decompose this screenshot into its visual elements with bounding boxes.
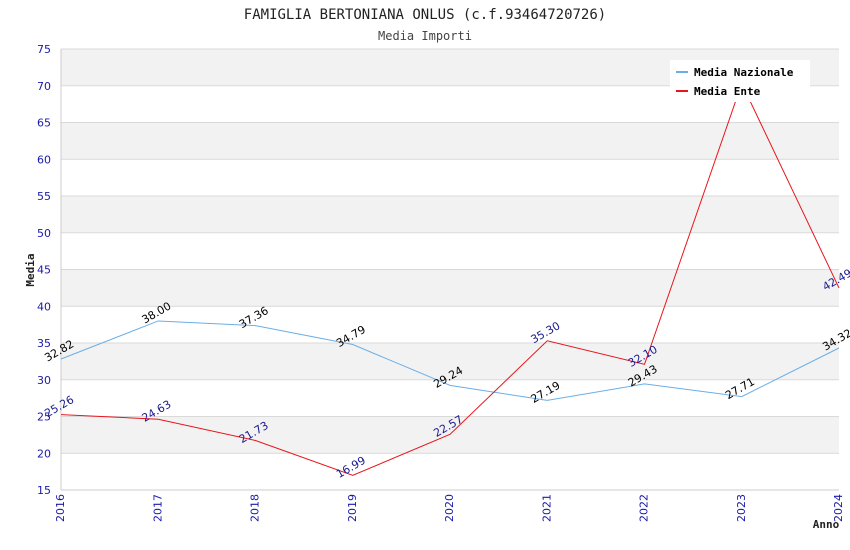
x-axis-label: Anno xyxy=(813,518,840,531)
plot-band xyxy=(61,343,839,380)
legend-box xyxy=(670,60,810,102)
plot-band xyxy=(61,122,839,160)
y-tick-label: 25 xyxy=(37,411,51,424)
plot-band xyxy=(61,159,839,196)
plot-band xyxy=(61,232,839,270)
legend: Media Nazionale Media Ente xyxy=(670,60,810,102)
plot-band xyxy=(61,269,839,307)
x-tick-label: 2018 xyxy=(249,494,262,522)
plot-band xyxy=(61,196,839,233)
series-line-media-ente xyxy=(60,82,840,476)
x-tick-label: 2016 xyxy=(54,494,67,522)
y-tick-label: 45 xyxy=(37,264,51,277)
series-line-media-nazionale xyxy=(60,320,840,401)
x-tick-label: 2019 xyxy=(346,494,359,522)
y-tick-label: 30 xyxy=(37,374,51,387)
chart-subtitle: Media Importi xyxy=(378,29,472,43)
y-tick-label: 75 xyxy=(37,43,51,56)
plot-axes xyxy=(60,49,839,491)
plot-background-bands xyxy=(61,49,839,490)
y-tick-label: 35 xyxy=(37,337,51,350)
y-tick-label: 15 xyxy=(37,484,51,497)
y-tick-label: 50 xyxy=(37,227,51,240)
y-tick-label: 70 xyxy=(37,80,51,93)
legend-label: Media Ente xyxy=(694,85,761,98)
y-tick-label: 65 xyxy=(37,117,51,130)
x-tick-label: 2023 xyxy=(735,494,748,522)
y-axis-ticks: 15 20 25 30 35 40 45 50 55 60 65 70 75 xyxy=(37,43,51,497)
y-tick-label: 60 xyxy=(37,153,51,166)
x-tick-label: 2022 xyxy=(638,494,651,522)
y-tick-label: 40 xyxy=(37,300,51,313)
y-tick-label: 20 xyxy=(37,447,51,460)
x-tick-label: 2024 xyxy=(832,494,845,522)
x-tick-label: 2021 xyxy=(540,494,553,522)
y-axis-label: Media xyxy=(24,253,37,286)
legend-label: Media Nazionale xyxy=(694,66,794,79)
x-axis-ticks: 2016 2017 2018 2019 2020 2021 2022 2023 2024 xyxy=(54,494,845,522)
plot-band xyxy=(61,306,839,343)
plot-band xyxy=(61,379,839,417)
y-tick-label: 55 xyxy=(37,190,51,203)
plot-band xyxy=(61,453,839,490)
x-tick-label: 2020 xyxy=(443,494,456,522)
chart-title: FAMIGLIA BERTONIANA ONLUS (c.f.934647207… xyxy=(244,7,606,23)
series-lines xyxy=(60,82,840,476)
x-tick-label: 2017 xyxy=(151,494,164,522)
